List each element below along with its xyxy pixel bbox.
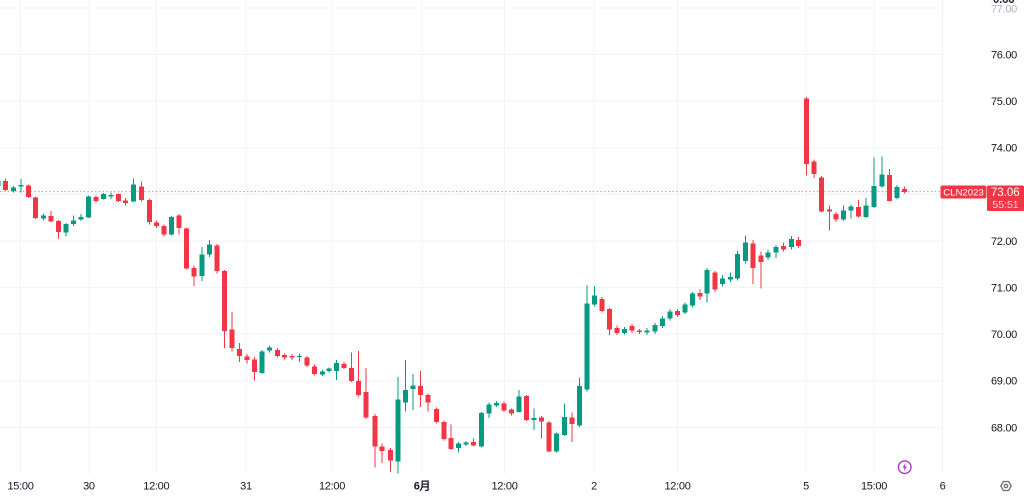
svg-text:77.00: 77.00 bbox=[991, 4, 1017, 16]
svg-text:CLN2023: CLN2023 bbox=[943, 188, 984, 199]
svg-text:6月: 6月 bbox=[414, 480, 431, 493]
svg-text:76.00: 76.00 bbox=[991, 50, 1017, 62]
svg-text:12:00: 12:00 bbox=[491, 481, 517, 493]
svg-text:12:00: 12:00 bbox=[664, 481, 690, 493]
svg-text:6: 6 bbox=[940, 481, 946, 493]
svg-text:74.00: 74.00 bbox=[991, 143, 1017, 155]
svg-text:2: 2 bbox=[591, 481, 597, 493]
svg-text:70.00: 70.00 bbox=[991, 329, 1017, 341]
svg-text:5: 5 bbox=[803, 481, 809, 493]
svg-text:15:00: 15:00 bbox=[7, 481, 33, 493]
svg-text:75.00: 75.00 bbox=[991, 96, 1017, 108]
svg-text:31: 31 bbox=[240, 481, 252, 493]
svg-text:12:00: 12:00 bbox=[143, 481, 169, 493]
svg-text:30: 30 bbox=[83, 481, 95, 493]
svg-text:15:00: 15:00 bbox=[861, 481, 887, 493]
svg-text:69.00: 69.00 bbox=[991, 376, 1017, 388]
svg-text:72.00: 72.00 bbox=[991, 236, 1017, 248]
svg-text:55:51: 55:51 bbox=[992, 199, 1018, 211]
svg-text:0.66: 0.66 bbox=[993, 0, 1014, 6]
svg-text:68.00: 68.00 bbox=[991, 422, 1017, 434]
svg-text:12:00: 12:00 bbox=[319, 481, 345, 493]
svg-text:73.06: 73.06 bbox=[991, 187, 1020, 199]
svg-text:71.00: 71.00 bbox=[991, 283, 1017, 295]
